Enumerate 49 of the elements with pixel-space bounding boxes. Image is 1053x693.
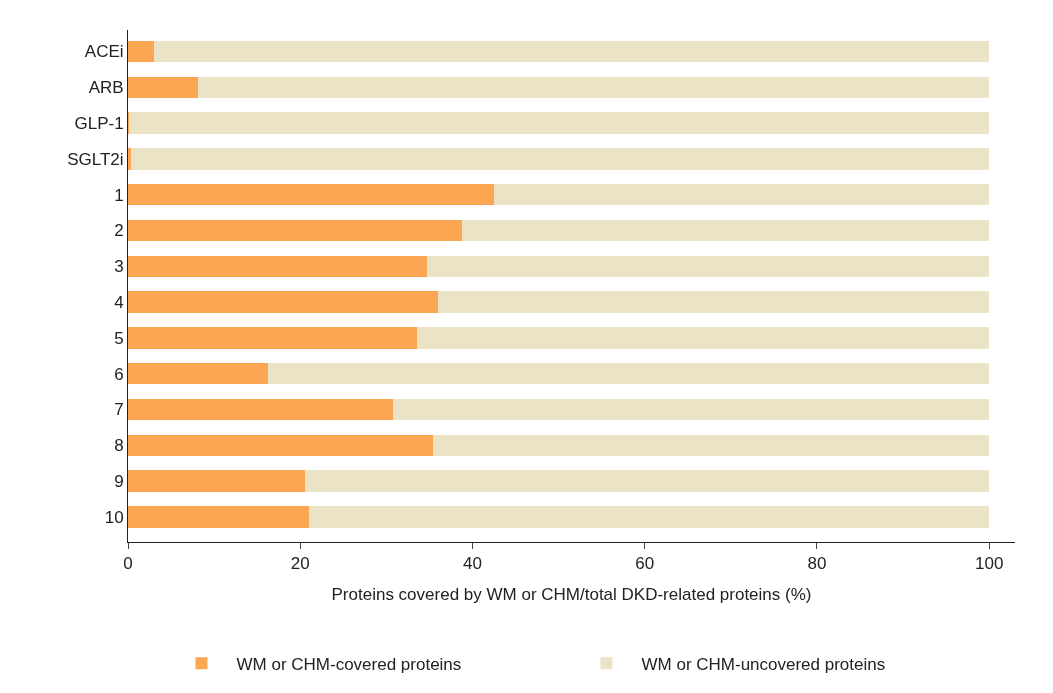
bar	[197, 76, 990, 99]
y-tick-label: 4	[114, 293, 124, 313]
x-tick-label: 40	[463, 554, 482, 574]
y-tick-label: GLP-1	[74, 114, 124, 134]
bar	[128, 291, 439, 313]
bar	[128, 470, 305, 492]
bar	[304, 470, 990, 492]
bar	[128, 40, 154, 63]
bar	[128, 219, 463, 242]
y-tick-label: 9	[114, 472, 124, 492]
x-tick-label: 80	[807, 554, 827, 574]
bar	[128, 398, 394, 421]
bar	[128, 506, 309, 528]
bar	[462, 219, 990, 242]
bar	[153, 40, 990, 63]
y-tick-label: 6	[114, 364, 124, 384]
bar	[308, 506, 990, 528]
y-tick-label: ARB	[88, 78, 124, 98]
bar	[417, 327, 990, 349]
y-tick-label: 2	[114, 221, 124, 241]
bar	[128, 112, 990, 134]
bar	[128, 76, 198, 99]
y-tick-label: 8	[114, 436, 124, 456]
bar	[128, 362, 268, 385]
bar	[128, 183, 494, 206]
bar	[494, 183, 990, 206]
bar	[426, 255, 990, 278]
x-tick-label: 0	[123, 554, 133, 574]
legend-label: WM or CHM-covered proteins	[236, 654, 462, 674]
bar	[128, 434, 433, 457]
bar	[267, 362, 990, 385]
x-tick-label: 60	[635, 554, 655, 574]
x-tick-label: 20	[290, 554, 310, 574]
bar	[432, 434, 990, 457]
y-tick-label: 5	[114, 328, 124, 348]
bar	[128, 255, 427, 278]
y-tick-label: 10	[104, 507, 124, 527]
bar	[393, 398, 990, 421]
x-axis-title: Proteins covered by WM or CHM/total DKD-related proteins (%)	[331, 584, 812, 604]
x-tick-label: 100	[974, 554, 1004, 574]
bar	[128, 327, 418, 349]
legend-label: WM or CHM-uncovered proteins	[641, 654, 886, 674]
y-tick-label: 1	[114, 185, 124, 205]
y-tick-label: 7	[114, 400, 124, 420]
y-tick-label: 3	[114, 257, 124, 277]
bar	[131, 148, 990, 170]
y-tick-label: ACEi	[84, 42, 124, 62]
bar	[438, 291, 990, 313]
y-tick-label: SGLT2i	[67, 149, 124, 169]
